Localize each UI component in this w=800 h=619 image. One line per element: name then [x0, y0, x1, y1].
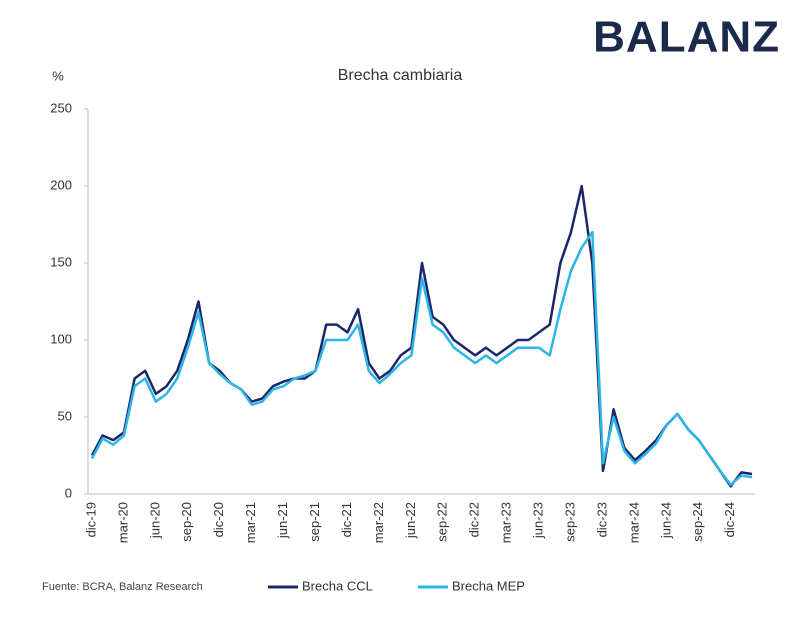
- series-line: [90, 230, 753, 487]
- x-tick-label: dic-22: [467, 502, 482, 537]
- x-tick-label: sep-23: [562, 502, 577, 542]
- x-tick-label: dic-23: [594, 502, 609, 537]
- chart-title: Brecha cambiaria: [338, 67, 463, 84]
- x-tick-label: jun-22: [403, 502, 418, 539]
- brand-logo: BALANZ: [593, 13, 780, 62]
- legend-label: Brecha CCL: [302, 578, 373, 593]
- series-line: [90, 184, 753, 488]
- y-unit: %: [52, 68, 64, 83]
- x-tick-label: mar-21: [243, 502, 258, 543]
- x-tick-label: jun-24: [658, 502, 673, 539]
- x-tick-label: sep-24: [690, 502, 705, 542]
- y-tick-label: 200: [50, 177, 72, 192]
- x-tick-label: sep-22: [435, 502, 450, 542]
- x-tick-label: dic-20: [211, 502, 226, 537]
- x-tick-label: mar-20: [115, 502, 130, 543]
- y-tick-label: 250: [50, 100, 72, 115]
- y-tick-label: 150: [50, 254, 72, 269]
- x-tick-label: mar-24: [626, 502, 641, 543]
- x-tick-label: sep-21: [307, 502, 322, 542]
- x-tick-label: jun-23: [531, 502, 546, 539]
- y-tick-label: 50: [58, 408, 72, 423]
- x-tick-label: jun-20: [147, 502, 162, 539]
- x-tick-label: dic-24: [722, 502, 737, 537]
- x-tick-label: mar-22: [371, 502, 386, 543]
- legend-label: Brecha MEP: [452, 578, 525, 593]
- x-tick-label: mar-23: [499, 502, 514, 543]
- y-tick-label: 100: [50, 331, 72, 346]
- y-tick-label: 0: [65, 485, 72, 500]
- source-note: Fuente: BCRA, Balanz Research: [42, 581, 203, 593]
- x-tick-label: dic-21: [339, 502, 354, 537]
- x-tick-label: sep-20: [179, 502, 194, 542]
- x-tick-label: dic-19: [83, 502, 98, 537]
- x-tick-label: jun-21: [275, 502, 290, 539]
